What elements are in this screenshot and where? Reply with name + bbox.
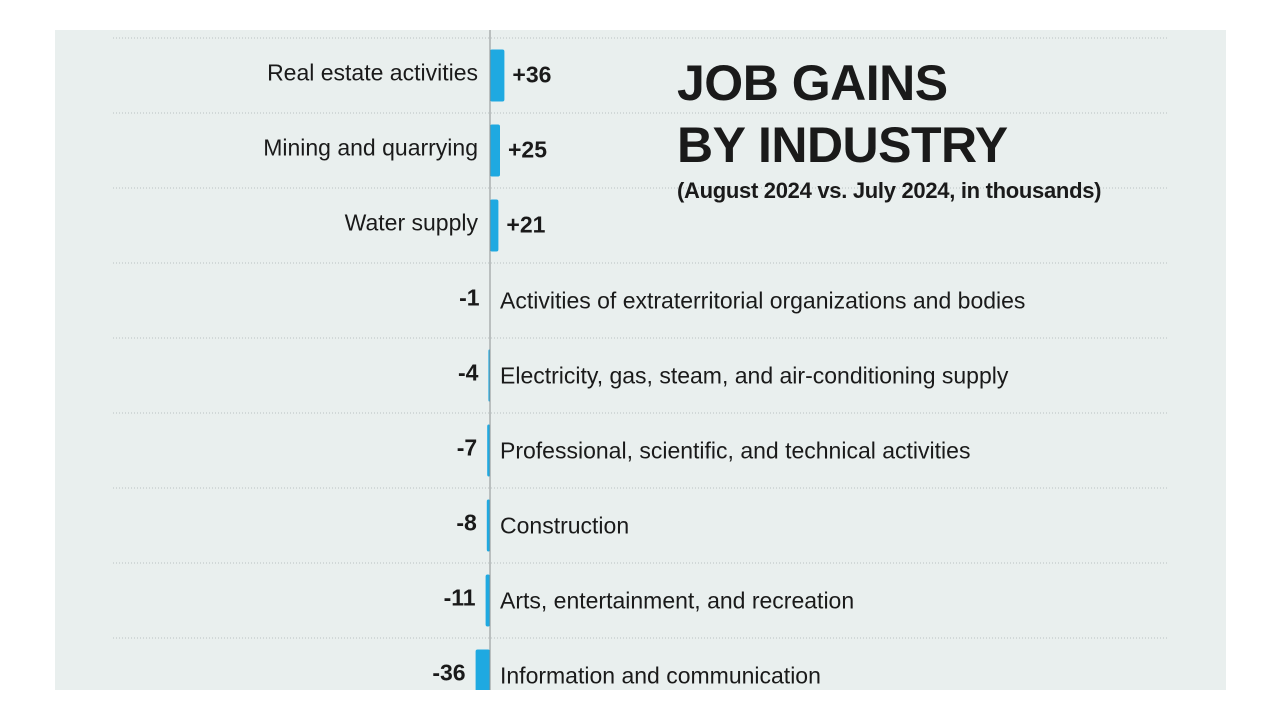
chart-subtitle: (August 2024 vs. July 2024, in thousands… [677,178,1102,203]
value-label: +36 [512,62,551,88]
chart-title: JOB GAINS BY INDUSTRY [677,55,1008,173]
category-label: Water supply [345,210,479,236]
bar [487,424,490,477]
category-label: Activities of extraterritorial organizat… [500,288,1025,314]
category-label: Arts, entertainment, and recreation [500,588,854,614]
bar [475,649,490,690]
category-label: Electricity, gas, steam, and air-conditi… [500,363,1009,389]
bar [485,574,490,627]
category-label: Mining and quarrying [263,135,478,161]
bar [490,49,505,102]
value-label: -36 [432,660,465,686]
bar [486,499,490,552]
value-label: -4 [458,360,479,386]
header: JOB GAINS BY INDUSTRY (August 2024 vs. J… [677,52,1237,204]
value-label: +25 [508,137,547,163]
bar [490,124,500,177]
category-label: Construction [500,513,629,539]
category-label: Real estate activities [267,60,478,86]
panel-background [55,30,1226,690]
category-label: Professional, scientific, and technical … [500,438,970,464]
category-label: Information and communication [500,663,821,689]
value-label: -7 [457,435,477,461]
plot-area: Real estate activities +36 Mining and quar… [113,30,1168,690]
bar [490,199,499,252]
value-label: -8 [456,510,477,536]
value-label: -1 [459,285,480,311]
value-label: -11 [444,585,476,611]
value-label: +21 [506,212,545,238]
